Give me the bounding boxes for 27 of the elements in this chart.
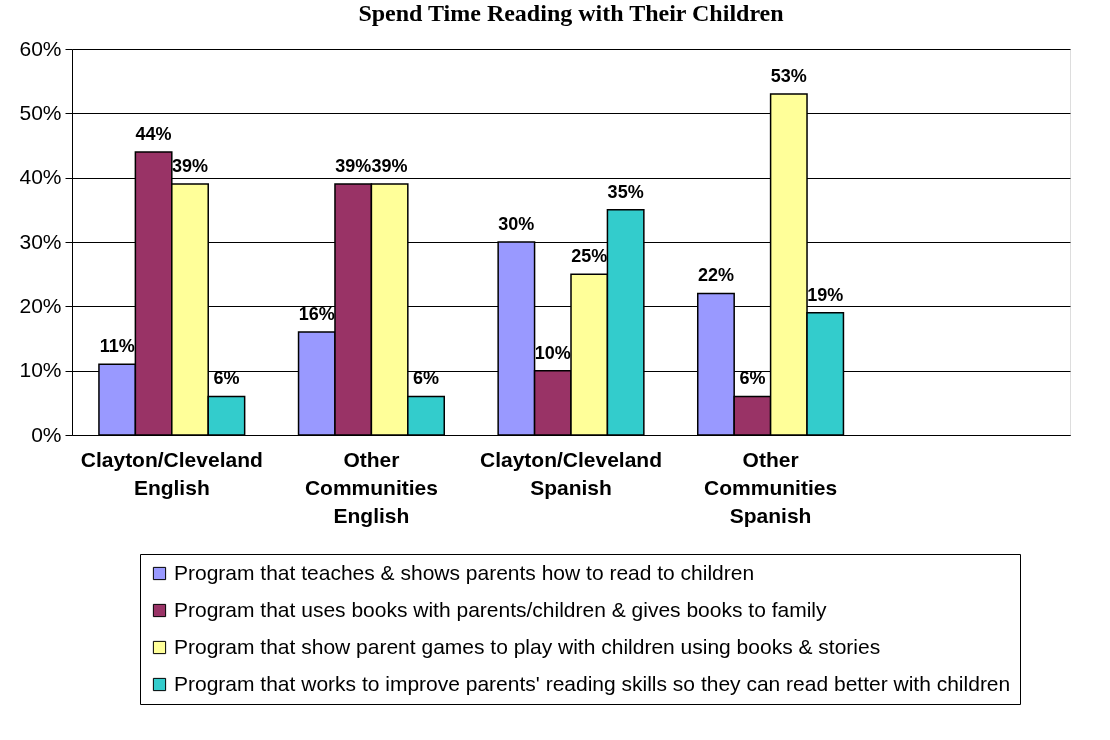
- x-tick-label: Other Communities English: [304, 447, 438, 527]
- y-tick-label: 60%: [19, 36, 62, 60]
- legend-label: Program that works to improve parents' reading skills so they can read better with children: [174, 671, 1011, 695]
- y-tick-label: 40%: [19, 165, 62, 189]
- data-label: 39%: [172, 156, 209, 177]
- data-label: 35%: [607, 181, 644, 202]
- data-label: 19%: [807, 284, 844, 305]
- y-tick-label: 30%: [19, 229, 62, 253]
- data-label: 39%: [371, 156, 408, 177]
- y-tick-label: 20%: [19, 293, 62, 317]
- y-tick-label: 10%: [19, 358, 62, 382]
- data-label: 39%: [335, 156, 372, 177]
- legend-label: Program that show parent games to play with children using books & stories: [174, 634, 881, 658]
- y-tick-label: 0%: [31, 422, 62, 446]
- chart-title: Spend Time Reading with Their Children: [358, 0, 784, 26]
- data-label: 22%: [697, 265, 734, 286]
- data-label: 25%: [571, 246, 608, 267]
- x-tick-label: Clayton/Cleveland Spanish: [479, 447, 663, 499]
- data-label: 11%: [99, 336, 135, 357]
- data-label: 30%: [498, 214, 535, 234]
- legend-label: Program that uses books with parents/children & gives books to family: [174, 597, 827, 621]
- y-tick-label: 50%: [19, 100, 62, 124]
- legend-label: Program that teaches & shows parents how to read to children: [174, 560, 755, 584]
- x-tick-label: Other Communities Spanish: [704, 447, 838, 527]
- data-label: 44%: [135, 123, 172, 144]
- data-label: 53%: [770, 66, 807, 87]
- x-tick-label: Clayton/Cleveland English: [80, 447, 263, 499]
